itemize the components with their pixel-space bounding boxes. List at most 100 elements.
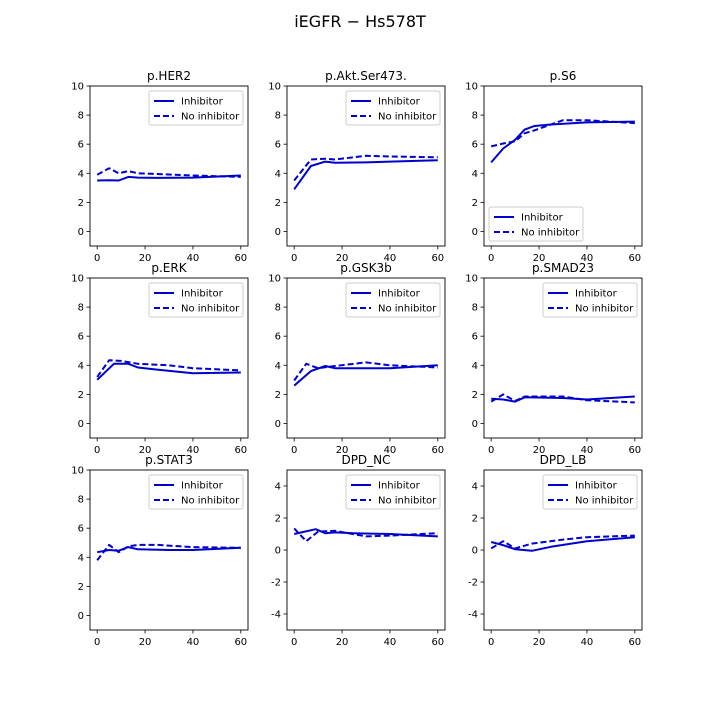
legend: Inhibitor No inhibitor <box>345 282 441 318</box>
plot-frame <box>89 85 249 247</box>
y-tick-label: 2 <box>472 514 478 525</box>
x-tick-label: 0 <box>488 445 494 456</box>
y-tick-label: 2 <box>275 198 281 209</box>
x-tick-label: 40 <box>187 637 200 648</box>
figure-title: iEGFR − Hs578T <box>294 12 426 31</box>
subplot-dpd-lb: DPD_LB 0 20 40 60 -4 -2 0 2 4 Inhibitor No inhibito… <box>468 453 643 648</box>
y-tick-label: 0 <box>78 419 84 430</box>
y-tick-label: 0 <box>472 227 478 238</box>
x-tick-label: 60 <box>431 253 444 264</box>
subplot-title: p.Akt.Ser473. <box>325 69 407 83</box>
subplot-p-smad23: p.SMAD23 0 20 40 60 0 2 4 6 8 10 Inhibitor No inhibi… <box>465 261 643 456</box>
x-tick-label: 20 <box>336 637 349 648</box>
legend-label-no-inhibitor: No inhibitor <box>575 304 634 315</box>
y-tick-label: 4 <box>275 169 281 180</box>
x-tick-label: 20 <box>139 445 152 456</box>
legend: Inhibitor No inhibitor <box>542 474 638 510</box>
y-tick-label: 0 <box>472 419 478 430</box>
y-tick-label: 10 <box>268 82 281 93</box>
y-tick-label: 4 <box>275 361 281 372</box>
y-tick-label: -2 <box>271 578 281 589</box>
x-tick-label: 60 <box>234 637 247 648</box>
y-tick-label: -2 <box>468 578 478 589</box>
plot-frame <box>286 85 446 247</box>
y-tick-label: 4 <box>78 361 84 372</box>
x-tick-label: 0 <box>94 445 100 456</box>
y-tick-label: 8 <box>472 111 478 122</box>
y-tick-label: 4 <box>78 169 84 180</box>
x-tick-label: 60 <box>628 253 641 264</box>
subplot-title: p.SMAD23 <box>532 261 594 275</box>
plot-frame <box>89 277 249 439</box>
subplot-title: p.HER2 <box>147 69 191 83</box>
subplot-title: DPD_LB <box>540 453 587 467</box>
legend: Inhibitor No inhibitor <box>148 90 244 126</box>
y-tick-label: 8 <box>275 303 281 314</box>
y-tick-label: 6 <box>472 332 478 343</box>
legend-label-inhibitor: Inhibitor <box>575 481 618 492</box>
y-tick-label: 0 <box>275 227 281 238</box>
y-tick-label: 0 <box>275 419 281 430</box>
x-tick-label: 20 <box>139 637 152 648</box>
plot-frame <box>286 277 446 439</box>
y-tick-label: 8 <box>472 303 478 314</box>
x-tick-label: 20 <box>533 253 546 264</box>
y-tick-label: 6 <box>78 140 84 151</box>
y-tick-label: 6 <box>78 332 84 343</box>
y-tick-label: 4 <box>78 553 84 564</box>
series-line-inhibitor <box>293 528 438 538</box>
y-tick-label: 8 <box>78 111 84 122</box>
series-line-no-inhibitor <box>293 527 438 543</box>
subplot-p-her2: p.HER2 0 20 40 60 0 2 4 6 8 10 Inhibitor No inhibito… <box>71 69 249 264</box>
legend-label-no-inhibitor: No inhibitor <box>521 228 580 239</box>
x-tick-label: 20 <box>139 253 152 264</box>
y-tick-label: 10 <box>71 274 84 285</box>
legend-label-no-inhibitor: No inhibitor <box>181 496 240 507</box>
x-tick-label: 60 <box>628 445 641 456</box>
y-tick-label: 8 <box>78 495 84 506</box>
legend-label-inhibitor: Inhibitor <box>378 481 421 492</box>
series-line-no-inhibitor <box>490 119 635 148</box>
legend: Inhibitor No inhibitor <box>345 90 441 126</box>
y-tick-label: 6 <box>472 140 478 151</box>
y-tick-label: 0 <box>472 546 478 557</box>
y-tick-label: 10 <box>465 274 478 285</box>
series-line-inhibitor <box>490 120 635 164</box>
x-tick-label: 20 <box>336 445 349 456</box>
subplot-p-erk: p.ERK 0 20 40 60 0 2 4 6 8 10 Inhibitor No inhibitor <box>71 261 249 456</box>
legend-label-no-inhibitor: No inhibitor <box>181 304 240 315</box>
legend: Inhibitor No inhibitor <box>345 474 441 510</box>
legend-label-no-inhibitor: No inhibitor <box>378 496 437 507</box>
legend: Inhibitor No inhibitor <box>488 206 584 242</box>
y-tick-label: 6 <box>275 140 281 151</box>
x-tick-label: 40 <box>581 253 594 264</box>
legend-label-inhibitor: Inhibitor <box>181 97 224 108</box>
legend: Inhibitor No inhibitor <box>148 282 244 318</box>
series-line-no-inhibitor <box>490 534 635 550</box>
y-tick-label: 2 <box>472 390 478 401</box>
series-line-inhibitor <box>97 546 241 554</box>
y-tick-label: 10 <box>268 274 281 285</box>
y-tick-label: -4 <box>271 610 281 621</box>
y-tick-label: 4 <box>472 482 478 493</box>
y-tick-label: 0 <box>275 546 281 557</box>
legend: Inhibitor No inhibitor <box>148 474 244 510</box>
y-tick-label: 4 <box>472 169 478 180</box>
subplot-title: p.GSK3b <box>340 261 391 275</box>
y-tick-label: 4 <box>275 482 281 493</box>
series-line-no-inhibitor <box>293 361 438 382</box>
y-tick-label: 0 <box>78 611 84 622</box>
y-tick-label: 4 <box>472 361 478 372</box>
y-tick-label: 10 <box>71 466 84 477</box>
x-tick-label: 40 <box>384 445 397 456</box>
subplot-p-s6: p.S6 0 20 40 60 0 2 4 6 8 10 Inhibitor No inhibitor <box>465 69 643 264</box>
series-line-inhibitor <box>490 536 635 552</box>
series-line-no-inhibitor <box>96 543 241 561</box>
legend-label-no-inhibitor: No inhibitor <box>575 496 634 507</box>
x-tick-label: 0 <box>488 253 494 264</box>
y-tick-label: 2 <box>78 390 84 401</box>
series-line-inhibitor <box>293 159 438 190</box>
x-tick-label: 20 <box>336 253 349 264</box>
